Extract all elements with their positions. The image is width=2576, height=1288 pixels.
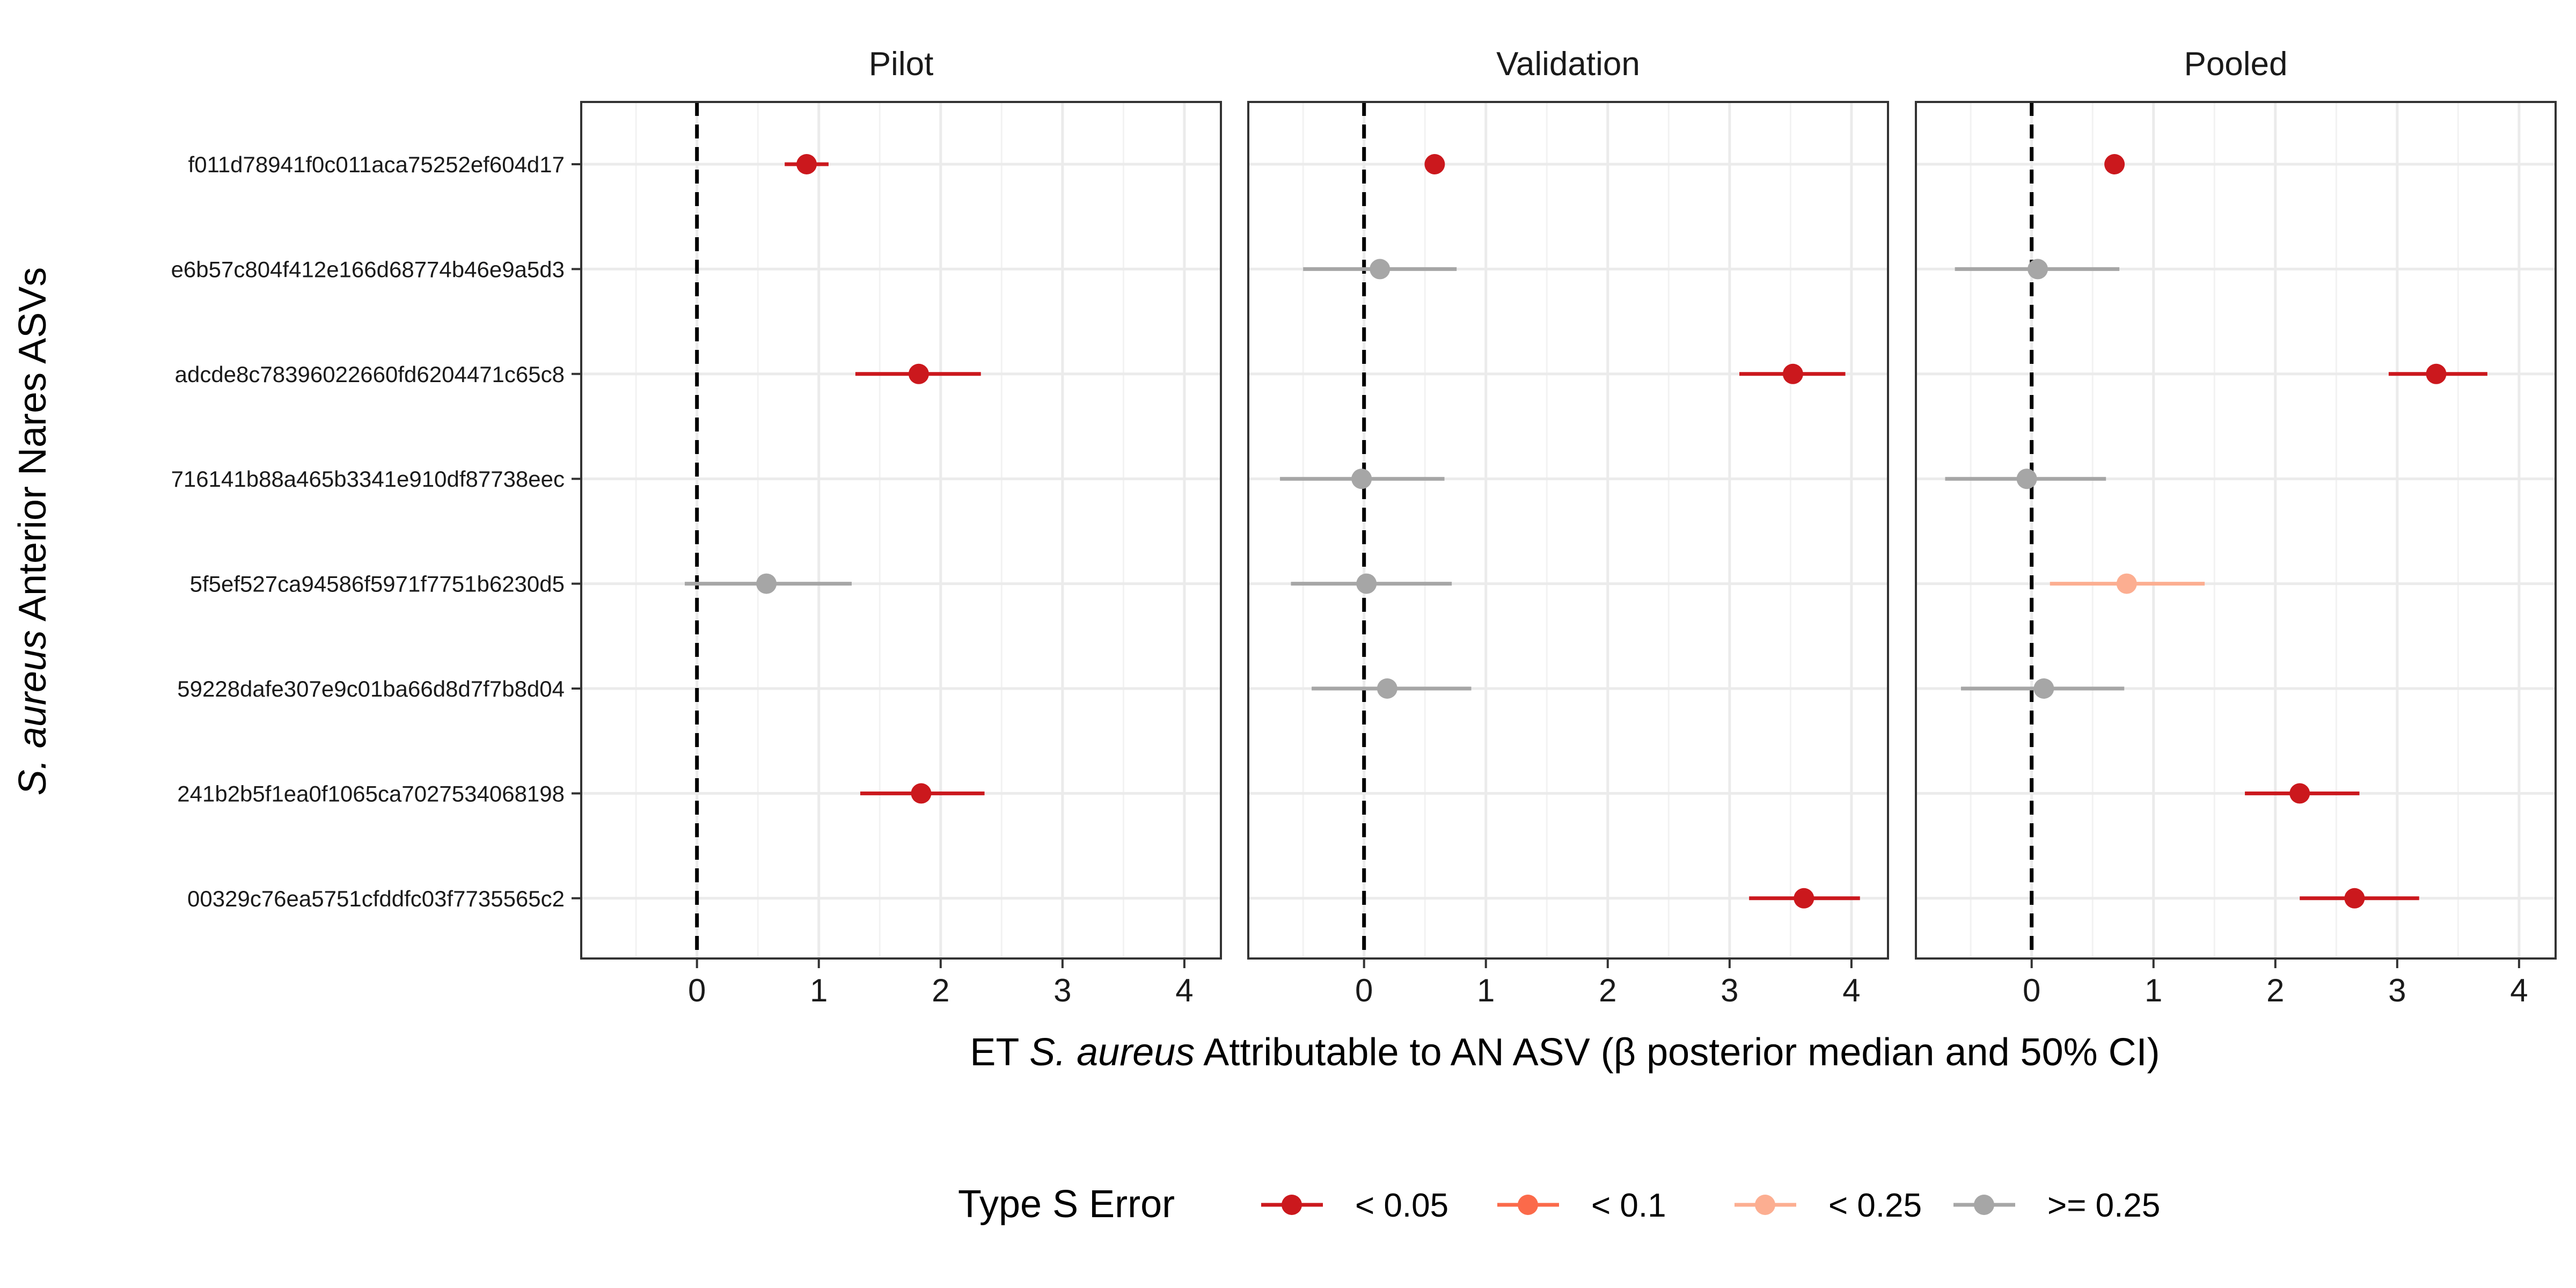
legend-key-point	[1518, 1195, 1538, 1215]
x-axis-title-italic: S. aureus	[1029, 1031, 1195, 1074]
x-tick-label: 1	[810, 972, 828, 1008]
legend-entry: < 0.25	[1735, 1187, 1922, 1224]
panel-pooled: Pooled 0 1 2 3 4	[1915, 46, 2557, 1008]
panel-border	[1915, 101, 2557, 960]
y-tick-label: 59228dafe307e9c01ba66d8d7f7b8d04	[177, 676, 565, 701]
panel-pilot: Pilot 0 1 2 3 4	[580, 46, 1222, 1008]
y-tick-label: f011d78941f0c011aca75252ef604d17	[188, 152, 565, 177]
median-point	[2033, 678, 2054, 699]
y-axis-labels: f011d78941f0c011aca75252ef604d17 e6b57c80…	[171, 152, 581, 911]
legend-entry: >= 0.25	[1953, 1187, 2160, 1224]
x-tick-label: 0	[2023, 972, 2040, 1008]
y-axis-title-rest: Anterior Nares ASVs	[11, 267, 54, 630]
median-point	[756, 573, 777, 594]
median-point	[1351, 469, 1372, 489]
x-tick-label: 2	[1599, 972, 1616, 1008]
panels: Pilot 0 1 2 3 4 Validation 0 1 2 3 4 Pooled 0 1 2 3 4	[580, 46, 2557, 1008]
median-point	[2028, 259, 2048, 280]
legend-label: < 0.25	[1828, 1187, 1922, 1224]
y-tick-label: 241b2b5f1ea0f1065ca7027534068198	[177, 781, 565, 806]
y-tick-label: 716141b88a465b3341e910df87738eec	[171, 466, 565, 492]
legend-label: >= 0.25	[2047, 1187, 2160, 1224]
legend-entry: < 0.1	[1497, 1187, 1666, 1224]
legend-label: < 0.05	[1355, 1187, 1448, 1224]
x-tick-label: 0	[688, 972, 706, 1008]
median-point	[2426, 363, 2447, 384]
median-point	[1794, 888, 1814, 909]
x-axis-title: ET S. aureus Attributable to AN ASV (β p…	[970, 1031, 2160, 1074]
panel-title: Validation	[1496, 46, 1640, 83]
legend-key-point	[1282, 1195, 1302, 1215]
legend-key-point	[1974, 1195, 1994, 1215]
y-axis-title-italic: S. aureus	[11, 630, 54, 795]
median-point	[2344, 888, 2365, 909]
y-tick-label: adcde8c78396022660fd6204471c65c8	[175, 362, 565, 387]
panel-border	[1247, 101, 1889, 960]
x-tick-label: 4	[2510, 972, 2528, 1008]
legend-key-point	[1755, 1195, 1775, 1215]
panel-border	[580, 101, 1222, 960]
y-tick-label: 00329c76ea5751cfddfc03f7735565c2	[187, 886, 565, 911]
median-point	[2116, 573, 2137, 594]
y-tick-label: 5f5ef527ca94586f5971f7751b6230d5	[190, 572, 565, 597]
x-axis-title-rest: Attributable to AN ASV (β posterior medi…	[1195, 1031, 2160, 1074]
x-tick-label: 3	[1053, 972, 1071, 1008]
legend-label: < 0.1	[1591, 1187, 1666, 1224]
panel-title: Pooled	[2184, 46, 2287, 83]
median-point	[1370, 259, 1391, 280]
median-point	[796, 154, 817, 174]
legend-title: Type S Error	[958, 1183, 1175, 1226]
legend: Type S Error < 0.05 < 0.1 < 0.25 >= 0.25	[958, 1183, 2160, 1226]
x-tick-label: 1	[2145, 972, 2162, 1008]
y-axis-title: S. aureus Anterior Nares ASVs	[11, 267, 54, 796]
median-point	[1356, 573, 1377, 594]
median-point	[911, 783, 932, 804]
x-tick-label: 0	[1355, 972, 1373, 1008]
x-tick-label: 4	[1175, 972, 1193, 1008]
median-point	[2104, 154, 2125, 174]
panel-validation: Validation 0 1 2 3 4	[1247, 46, 1889, 1008]
x-tick-label: 1	[1477, 972, 1495, 1008]
median-point	[1424, 154, 1445, 174]
median-point	[1782, 363, 1803, 384]
median-point	[2016, 469, 2037, 489]
x-tick-label: 3	[2388, 972, 2406, 1008]
x-axis-title-prefix: ET	[970, 1031, 1029, 1074]
y-tick-label: e6b57c804f412e166d68774b46e9a5d3	[171, 257, 565, 282]
x-tick-label: 4	[1842, 972, 1860, 1008]
x-tick-label: 3	[1721, 972, 1738, 1008]
legend-entry: < 0.05	[1261, 1187, 1448, 1224]
panel-title: Pilot	[869, 46, 934, 83]
median-point	[1377, 678, 1397, 699]
median-point	[2289, 783, 2310, 804]
x-tick-label: 2	[932, 972, 949, 1008]
x-tick-label: 2	[2266, 972, 2284, 1008]
median-point	[908, 363, 929, 384]
